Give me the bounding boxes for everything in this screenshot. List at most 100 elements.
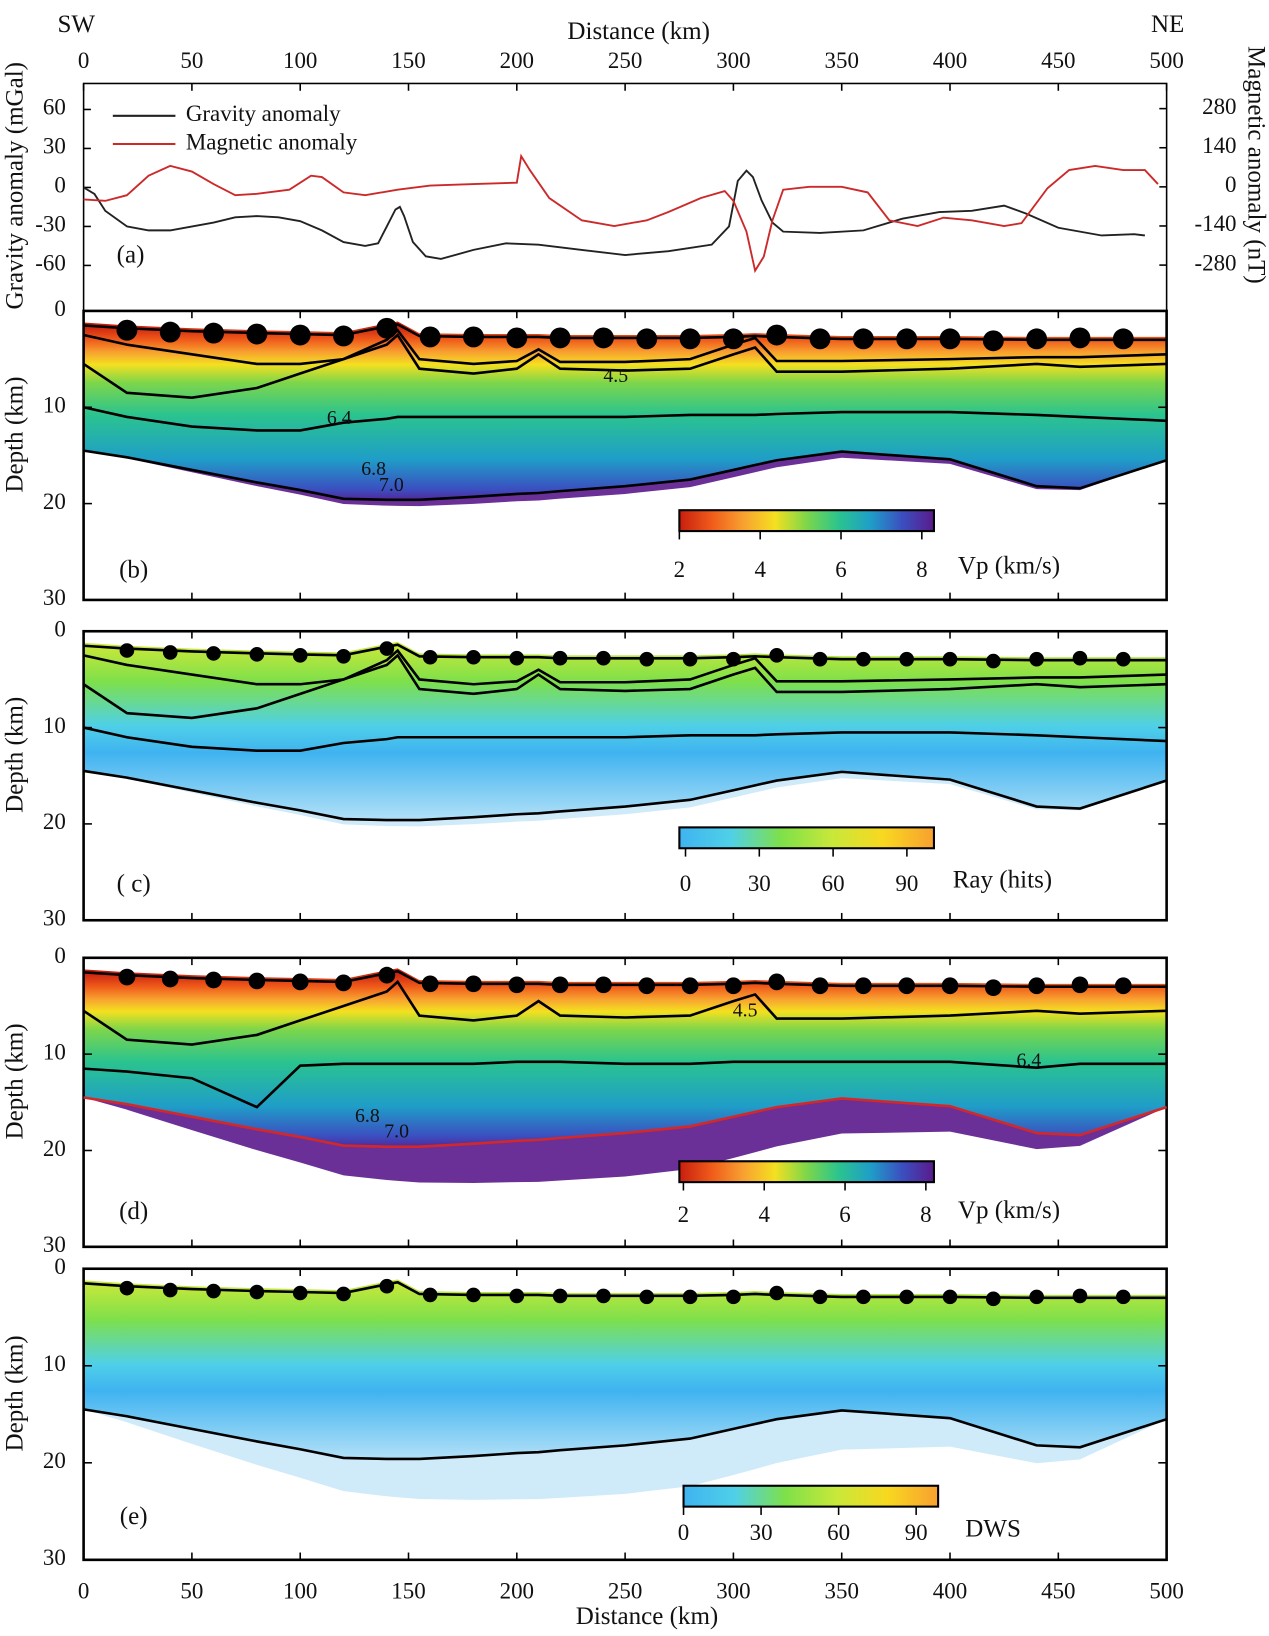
x-axis-title: Distance (km) <box>576 1603 719 1630</box>
contour-label: 6.8 <box>355 1105 380 1127</box>
station <box>465 975 482 993</box>
interface <box>83 1408 1168 1461</box>
station <box>726 1289 741 1305</box>
station <box>118 968 136 986</box>
interface <box>83 726 1167 753</box>
station <box>1069 327 1091 349</box>
station <box>726 651 741 667</box>
interface <box>83 405 1167 432</box>
colorbar-tick-label: 2 <box>674 557 685 582</box>
x-tick-label: 250 <box>608 48 642 73</box>
station <box>333 325 354 347</box>
station <box>939 328 961 350</box>
station <box>335 974 352 992</box>
interface <box>83 1060 1167 1109</box>
station <box>292 648 308 663</box>
y-axis-title: Depth (km) <box>2 377 29 493</box>
data-line <box>83 169 1146 260</box>
legend-label: Magnetic anomaly <box>186 129 358 154</box>
station <box>336 1286 351 1302</box>
station <box>941 977 959 995</box>
station <box>162 1282 178 1298</box>
colorbar-tick-label: 4 <box>754 557 766 582</box>
station <box>596 1288 611 1304</box>
interface <box>83 1096 1168 1148</box>
station <box>292 1285 308 1301</box>
station <box>636 328 658 350</box>
station <box>159 321 181 343</box>
x-tick-label: 450 <box>1041 1578 1075 1603</box>
station <box>466 649 481 665</box>
station <box>638 977 656 995</box>
y-tick-label: 10 <box>43 393 66 418</box>
y-tick-label: -30 <box>35 212 66 237</box>
colorbar-tick-label: 2 <box>678 1202 689 1227</box>
colorbar-tick-label: 60 <box>822 871 845 896</box>
colorbar-title: Ray (hits) <box>953 866 1052 893</box>
y-tick-label: 60 <box>43 95 66 120</box>
y-tick-label: 30 <box>43 134 66 159</box>
interface <box>83 769 1168 822</box>
station <box>681 977 699 995</box>
y-tick-label: 30 <box>43 585 66 610</box>
x-tick-label: 400 <box>933 1578 967 1603</box>
interface <box>83 449 1168 502</box>
station <box>336 648 351 664</box>
station <box>376 317 398 339</box>
contour-label: 7.0 <box>379 474 404 496</box>
station <box>595 976 612 994</box>
y2-tick-label: 0 <box>1225 172 1236 197</box>
station <box>769 648 785 663</box>
station <box>249 647 265 662</box>
panel-label: (a) <box>117 241 145 268</box>
x-tick-label: 300 <box>716 48 750 73</box>
contour-label: 4.5 <box>733 1000 758 1022</box>
colorbar-tick-label: 8 <box>920 1202 931 1227</box>
station <box>639 1289 655 1305</box>
interface <box>82 979 1167 1046</box>
x-tick-label: 500 <box>1149 48 1183 73</box>
station <box>248 972 266 990</box>
field <box>83 1279 1167 1459</box>
station <box>986 1291 1001 1307</box>
x-tick-label: 0 <box>78 48 89 73</box>
station <box>899 651 914 667</box>
station <box>769 1285 785 1301</box>
x-tick-label: 500 <box>1149 1578 1183 1603</box>
station <box>986 653 1001 669</box>
colorbar-tick-label: 4 <box>758 1202 770 1227</box>
y-axis-title: Depth (km) <box>2 697 29 813</box>
direction-label: NE <box>1151 11 1184 38</box>
x-tick-label: 0 <box>78 1578 89 1603</box>
y-tick-label: 20 <box>43 489 66 514</box>
station <box>246 323 268 345</box>
colorbar-tick-label: 6 <box>839 1202 850 1227</box>
station <box>899 1289 914 1305</box>
y-tick-label: 0 <box>54 943 65 968</box>
station <box>855 977 872 995</box>
colorbar <box>678 1160 935 1184</box>
colorbar-tick-label: 30 <box>750 1520 773 1545</box>
station <box>162 645 178 660</box>
station <box>1115 651 1131 667</box>
station <box>679 328 701 350</box>
colorbar-tick-label: 60 <box>827 1520 850 1545</box>
colorbar <box>678 509 935 533</box>
x-tick-label: 50 <box>180 1578 203 1603</box>
station <box>119 643 135 658</box>
x-tick-label: 150 <box>391 48 425 73</box>
station <box>206 1283 221 1299</box>
y-tick-label: 10 <box>43 1351 66 1376</box>
panel-label: ( c) <box>117 871 151 898</box>
field <box>83 641 1167 821</box>
interface <box>83 969 1167 989</box>
interface <box>82 333 1167 399</box>
station <box>463 326 484 348</box>
station <box>379 1278 395 1294</box>
x-tick-label: 250 <box>608 1578 642 1603</box>
y-tick-label: 20 <box>43 1448 66 1473</box>
y2-tick-label: -280 <box>1194 250 1236 275</box>
station <box>419 326 441 348</box>
station <box>289 324 311 346</box>
station <box>379 641 395 656</box>
